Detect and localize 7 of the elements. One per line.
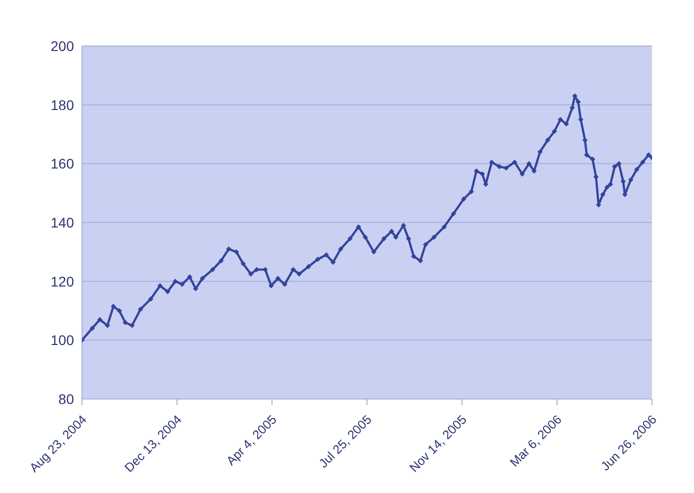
y-tick-label: 100 (50, 332, 74, 348)
y-tick-label: 200 (50, 38, 74, 54)
y-tick-label: 140 (50, 214, 74, 230)
y-tick-label: 160 (50, 156, 74, 172)
y-tick-label: 120 (50, 273, 74, 290)
y-tick-label: 180 (50, 96, 74, 113)
y-tick-label: 80 (58, 390, 74, 407)
